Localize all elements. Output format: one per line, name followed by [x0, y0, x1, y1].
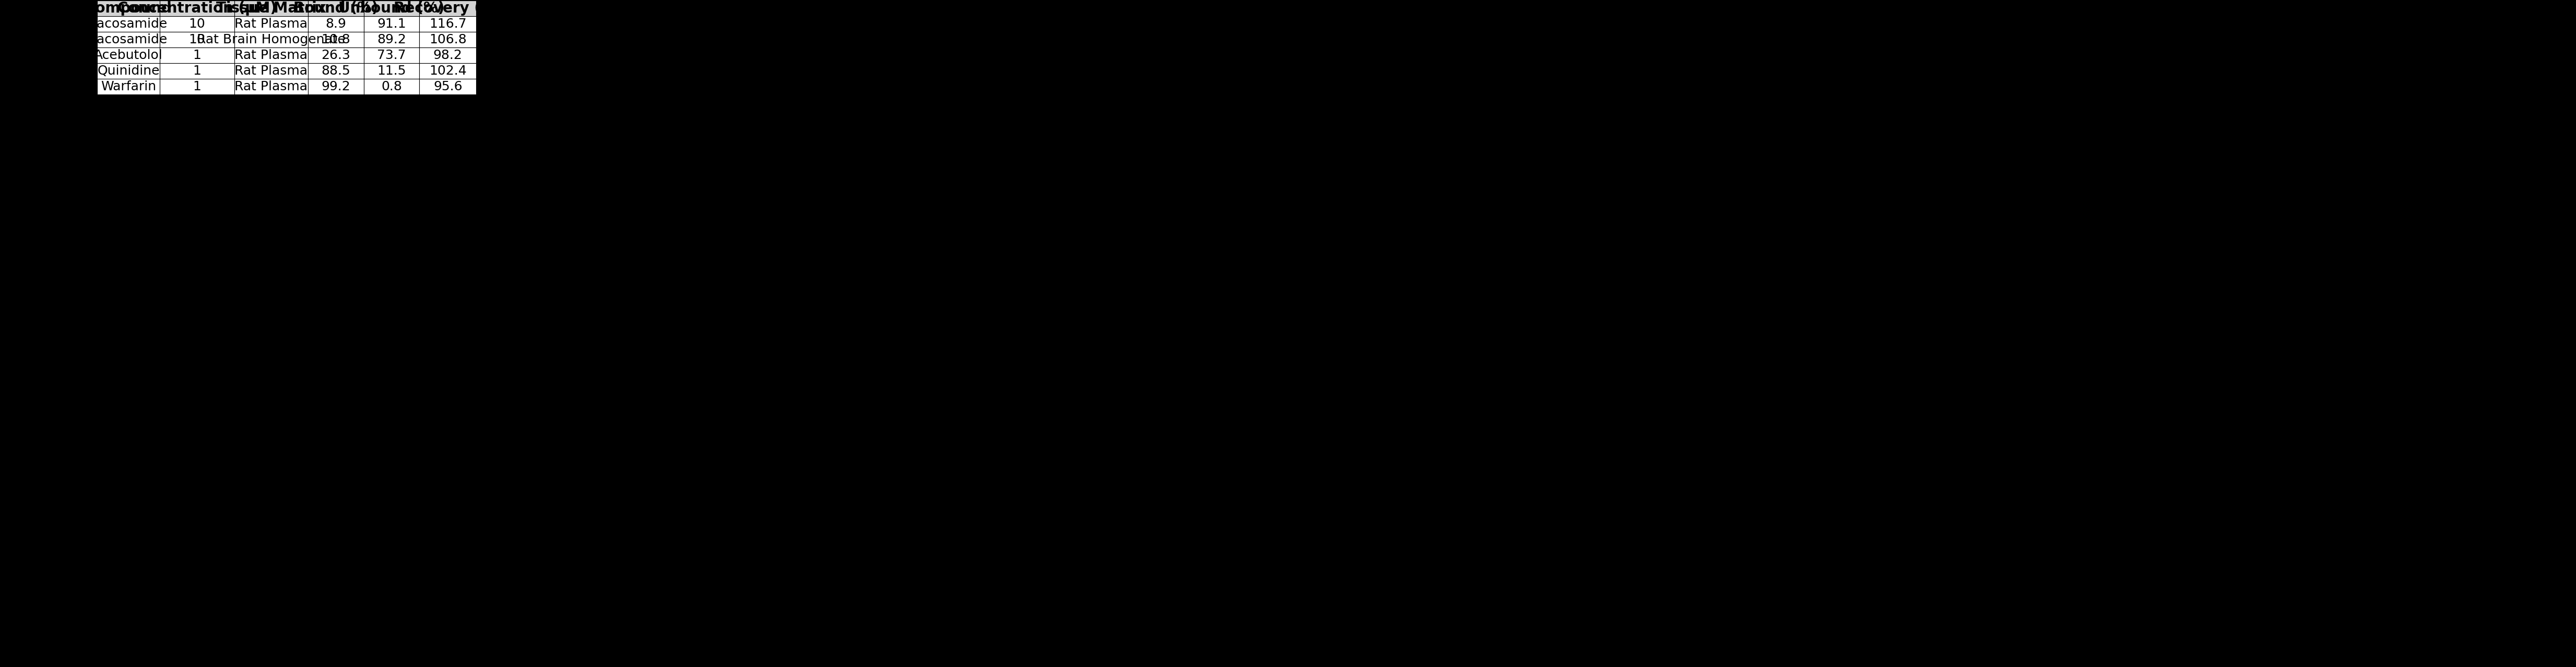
Text: Unbound (%): Unbound (%) [337, 1, 446, 15]
Text: 1: 1 [193, 65, 201, 77]
Text: 95.6: 95.6 [433, 81, 461, 93]
Text: Rat Plasma: Rat Plasma [234, 81, 307, 93]
Text: 10: 10 [188, 18, 206, 30]
Text: 116.7: 116.7 [430, 18, 466, 30]
Text: Rat Plasma: Rat Plasma [234, 18, 307, 30]
Text: Lacosamide: Lacosamide [90, 33, 167, 46]
Text: Quinidine: Quinidine [98, 65, 160, 77]
Text: Concentration (μM): Concentration (μM) [118, 1, 276, 15]
Text: 99.2: 99.2 [322, 81, 350, 93]
Text: Rat Plasma: Rat Plasma [234, 65, 307, 77]
Text: 8.9: 8.9 [325, 18, 345, 30]
Text: 102.4: 102.4 [430, 65, 466, 77]
Text: 89.2: 89.2 [376, 33, 407, 46]
Text: 26.3: 26.3 [322, 49, 350, 61]
Text: Warfarin: Warfarin [100, 81, 157, 93]
Text: Recovery (%): Recovery (%) [394, 1, 502, 15]
Text: Rat Plasma: Rat Plasma [234, 49, 307, 61]
Text: Acebutolol: Acebutolol [95, 49, 162, 61]
Text: 10: 10 [188, 33, 206, 46]
Text: 11.5: 11.5 [376, 65, 407, 77]
Text: Compound: Compound [85, 1, 173, 15]
Text: 1: 1 [193, 81, 201, 93]
Text: 0.8: 0.8 [381, 81, 402, 93]
Text: 106.8: 106.8 [430, 33, 466, 46]
Text: 73.7: 73.7 [376, 49, 407, 61]
Text: 1: 1 [193, 49, 201, 61]
Text: 10.8: 10.8 [322, 33, 350, 46]
Text: 98.2: 98.2 [433, 49, 461, 61]
Text: 91.1: 91.1 [376, 18, 407, 30]
Text: Rat Brain Homogenate: Rat Brain Homogenate [196, 33, 345, 46]
Text: 88.5: 88.5 [322, 65, 350, 77]
Text: Lacosamide: Lacosamide [90, 18, 167, 30]
Text: Bound (%): Bound (%) [294, 1, 379, 15]
Text: Tissue Matrix: Tissue Matrix [216, 1, 327, 15]
